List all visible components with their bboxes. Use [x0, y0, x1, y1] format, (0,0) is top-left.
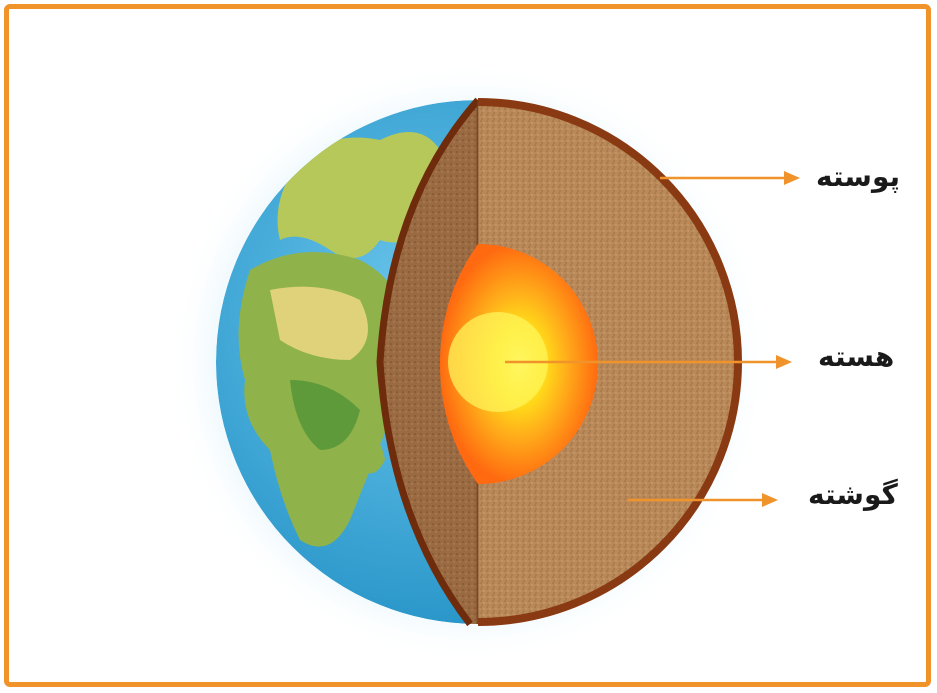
label-core: هسته — [818, 340, 895, 373]
arrow-crust — [660, 171, 800, 185]
frame-border — [4, 4, 931, 687]
label-mantle: گوشته — [808, 478, 898, 511]
arrow-core — [505, 355, 792, 369]
arrow-mantle — [628, 493, 778, 507]
label-crust: پوسته — [816, 160, 901, 193]
